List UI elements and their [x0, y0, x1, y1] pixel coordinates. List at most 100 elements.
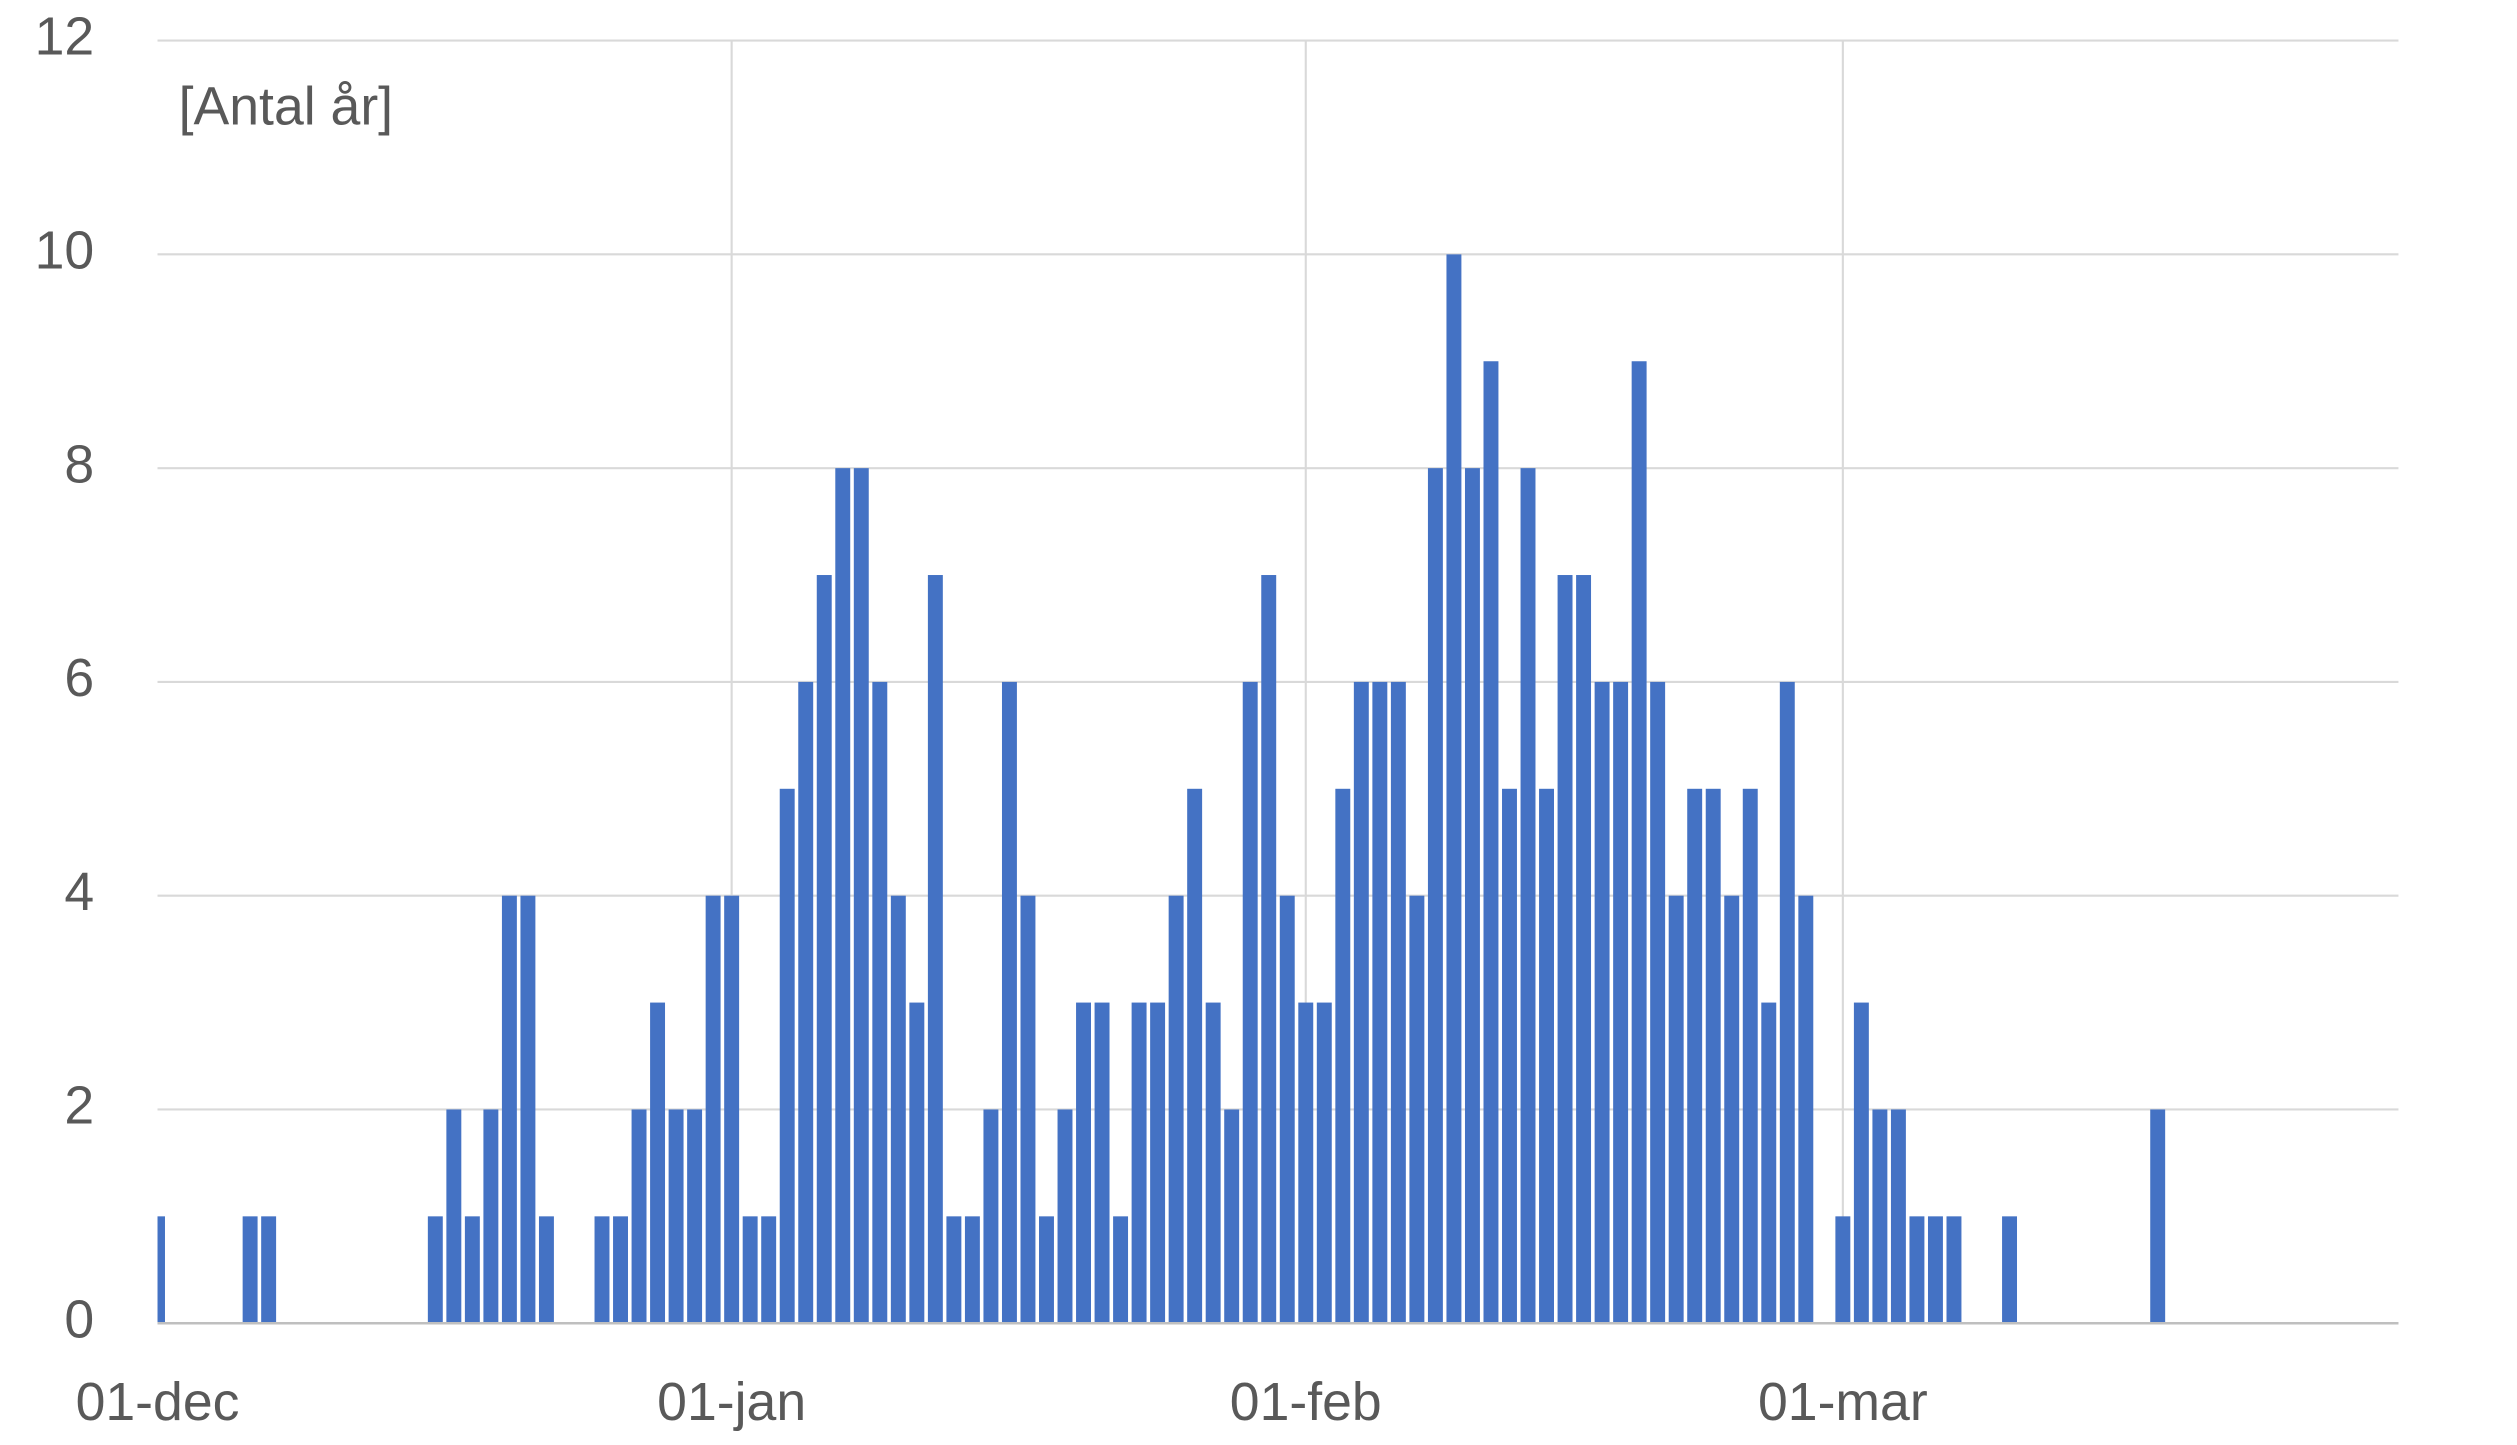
bar [1076, 1002, 1091, 1324]
bar [1150, 1002, 1166, 1324]
bar [742, 1216, 758, 1324]
bar [1890, 1109, 1906, 1324]
y-tick-label: 8 [64, 434, 94, 494]
bar [1131, 1002, 1147, 1324]
bar [1187, 788, 1203, 1324]
bar [1261, 575, 1277, 1324]
labels: 0 2 4 6 8 10 12 01-dec 01-jan 01-feb 01-mar [35, 7, 2399, 1432]
y-tick-label: 10 [35, 221, 95, 281]
bar [724, 895, 740, 1324]
bars [157, 254, 2166, 1324]
bar [668, 1109, 684, 1324]
bar [909, 1002, 925, 1324]
bar [890, 895, 906, 1324]
bar [1724, 895, 1740, 1324]
bar [2150, 1109, 2166, 1324]
bar [1576, 575, 1592, 1324]
bar [1687, 788, 1703, 1324]
bar [1409, 895, 1425, 1324]
bar [594, 1216, 610, 1324]
bar [1483, 361, 1499, 1324]
bar [705, 895, 721, 1324]
bar [1594, 681, 1610, 1324]
bar [1242, 681, 1258, 1324]
bar [1224, 1109, 1240, 1324]
bar [1057, 1109, 1073, 1324]
bar [157, 1216, 165, 1324]
bar [946, 1216, 962, 1324]
bar [1872, 1109, 1888, 1324]
y-tick-label: 12 [35, 7, 95, 67]
bar [872, 681, 888, 1324]
bar [1946, 1216, 1962, 1324]
x-tick-label: 01-mar [1758, 1372, 1928, 1432]
bar [816, 575, 832, 1324]
bar [927, 575, 943, 1324]
bar [242, 1216, 258, 1324]
bar [1798, 895, 1814, 1324]
bar [1279, 895, 1295, 1324]
bar [2002, 1216, 2018, 1324]
bar [613, 1216, 628, 1324]
x-tick-label: 01-dec [76, 1372, 240, 1432]
bar [1742, 788, 1758, 1324]
bar [964, 1216, 980, 1324]
bar [835, 468, 851, 1324]
bar [1205, 1002, 1221, 1324]
bar [1335, 788, 1351, 1324]
bar [1001, 681, 1017, 1324]
bar [1464, 468, 1480, 1324]
bar [631, 1109, 647, 1324]
bar [779, 788, 795, 1324]
bar [1502, 788, 1517, 1324]
bar [1631, 361, 1647, 1324]
bar [1020, 895, 1036, 1324]
bar [464, 1216, 480, 1324]
bar [1168, 895, 1184, 1324]
bar [1613, 681, 1629, 1324]
bar [1761, 1002, 1777, 1324]
bar [1927, 1216, 1943, 1324]
bar [427, 1216, 443, 1324]
y-tick-label: 6 [64, 648, 94, 708]
bar [1705, 788, 1721, 1324]
bar [483, 1109, 499, 1324]
bar [853, 468, 869, 1324]
bar [1372, 681, 1388, 1324]
bar [1650, 681, 1666, 1324]
y-tick-label: 4 [64, 862, 94, 922]
y-tick-label: 2 [64, 1076, 94, 1136]
bar [1779, 681, 1795, 1324]
bar [1539, 788, 1554, 1324]
bar [1909, 1216, 1925, 1324]
bar [761, 1216, 777, 1324]
bar [1835, 1216, 1851, 1324]
bar [261, 1216, 277, 1324]
bar [1353, 681, 1369, 1324]
bar [1039, 1216, 1054, 1324]
bar [1390, 681, 1406, 1324]
bar [520, 895, 536, 1324]
bar [1316, 1002, 1332, 1324]
bar [1668, 895, 1684, 1324]
bar [1853, 1002, 1869, 1324]
x-tick-label: 01-feb [1230, 1372, 1382, 1432]
bar [687, 1109, 703, 1324]
bar [798, 681, 814, 1324]
bar [650, 1002, 666, 1324]
bar [1113, 1216, 1129, 1324]
bar [1298, 1002, 1314, 1324]
bar [538, 1216, 554, 1324]
bar [501, 895, 517, 1324]
bar [1427, 468, 1443, 1324]
x-tick-label: 01-jan [657, 1372, 806, 1432]
y-tick-label: 0 [64, 1289, 94, 1349]
annotation: [Antal år] [179, 77, 393, 137]
bar [1446, 254, 1462, 1324]
bar [1520, 468, 1536, 1324]
bar [983, 1109, 999, 1324]
bar [446, 1109, 462, 1324]
bar [1557, 575, 1573, 1324]
